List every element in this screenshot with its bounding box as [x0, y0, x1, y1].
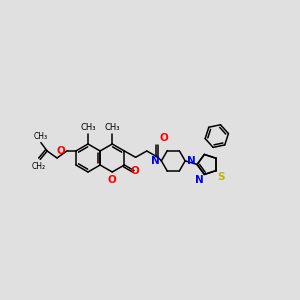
Text: S: S — [217, 172, 225, 182]
Text: N: N — [195, 176, 203, 185]
Text: N: N — [187, 156, 196, 166]
Text: N: N — [151, 156, 159, 166]
Text: O: O — [160, 133, 168, 143]
Text: O: O — [108, 175, 117, 185]
Text: CH₃: CH₃ — [34, 132, 48, 141]
Text: O: O — [131, 166, 140, 176]
Text: O: O — [56, 146, 65, 156]
Text: CH₃: CH₃ — [104, 122, 120, 131]
Text: CH₂: CH₂ — [32, 162, 46, 171]
Text: CH₃: CH₃ — [80, 122, 96, 131]
